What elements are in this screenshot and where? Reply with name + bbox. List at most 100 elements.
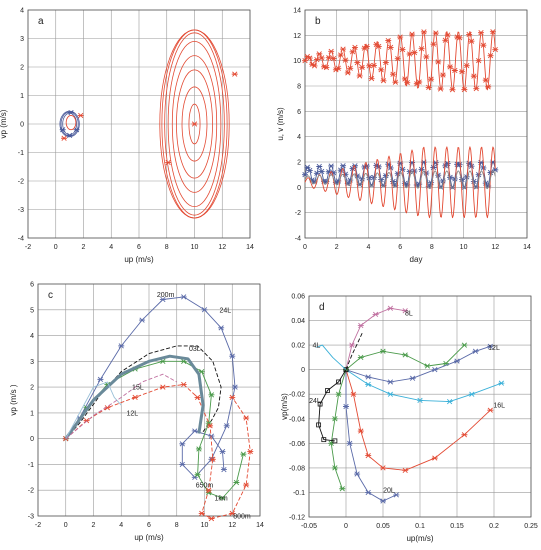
- series-loop: [188, 103, 201, 145]
- annotation-label: 24L: [309, 398, 321, 405]
- data-point: [318, 55, 325, 61]
- plot-frame: [27, 9, 251, 239]
- data-point: [328, 48, 335, 54]
- data-point: [409, 375, 416, 381]
- data-point: [208, 515, 215, 522]
- data-point: [229, 510, 236, 517]
- data-point: [165, 159, 172, 166]
- data-point: [247, 448, 254, 455]
- x-tick-label: 4: [109, 244, 113, 251]
- series-line: [318, 369, 347, 442]
- x-tick-label: 2: [335, 244, 339, 251]
- data-point: [399, 46, 406, 53]
- annotation-label: 8L: [405, 311, 413, 318]
- data-point: [354, 471, 361, 477]
- y-tick-label: -4: [295, 236, 301, 243]
- data-point: [380, 465, 386, 471]
- data-point: [365, 374, 372, 380]
- data-point: [304, 164, 311, 170]
- data-point: [468, 163, 475, 169]
- annotation-label: 03L: [189, 346, 201, 353]
- data-point: [313, 56, 320, 63]
- data-point: [195, 446, 202, 452]
- data-point: [342, 57, 349, 63]
- data-point: [449, 87, 456, 93]
- x-tick-label: 0.25: [524, 523, 538, 530]
- data-point: [424, 363, 431, 369]
- data-point: [340, 163, 347, 169]
- data-point: [313, 170, 320, 176]
- x-tick-label: 0: [303, 244, 307, 251]
- data-point: [397, 34, 404, 40]
- data-point: [498, 380, 505, 386]
- data-point: [344, 70, 351, 76]
- data-point: [387, 305, 394, 311]
- data-point: [132, 394, 139, 401]
- y-tick-label: 4: [20, 8, 24, 15]
- data-point: [478, 30, 485, 36]
- x-tick-label: 0: [64, 522, 68, 529]
- annotation-label: 16L: [493, 403, 505, 410]
- data-point: [423, 54, 430, 60]
- annotation-label: 200m: [157, 292, 175, 299]
- data-point: [139, 317, 146, 323]
- data-point: [325, 388, 330, 393]
- x-tick-label: 12: [218, 244, 226, 251]
- data-point: [432, 30, 439, 36]
- data-point: [306, 167, 313, 174]
- y-tick-label: -0.02: [289, 392, 305, 399]
- annotation-label: 12L: [488, 345, 500, 352]
- series-line: [304, 146, 496, 219]
- data-point: [330, 55, 337, 62]
- panel-d: -0.05 0 0.05 0.1 0.15 0.2 0.25 0.06 0.04 0.02 0 -0.…: [280, 294, 538, 544]
- y-tick-label: -2: [28, 488, 34, 495]
- y-tick-label: 0: [297, 185, 301, 192]
- y-tick-label: 2: [30, 385, 34, 392]
- annotation-label: 15L: [132, 385, 144, 392]
- y-tick-label: -1: [28, 462, 34, 469]
- y-tick-label: -3: [18, 207, 24, 214]
- data-point: [402, 308, 409, 314]
- y-tick-label: 0.06: [291, 294, 305, 301]
- data-point: [401, 76, 408, 82]
- x-tick-label: 10: [460, 244, 468, 251]
- data-point: [207, 423, 214, 429]
- series-line: [316, 344, 347, 371]
- annotation-label: 20L: [383, 487, 395, 494]
- data-point: [378, 67, 385, 73]
- series-line: [65, 360, 244, 499]
- data-point: [365, 452, 372, 459]
- data-point: [201, 307, 208, 313]
- y-tick-label: -0.06: [289, 441, 305, 448]
- y-tick-label: 1: [30, 410, 34, 417]
- series-line: [65, 345, 222, 439]
- x-tick-label: 12: [228, 522, 236, 529]
- data-point: [394, 56, 401, 62]
- y-tick-label: -4: [18, 236, 24, 243]
- y-tick-label: -0.1: [293, 490, 305, 497]
- data-point: [482, 77, 489, 83]
- data-point: [487, 343, 494, 349]
- data-point: [302, 58, 308, 64]
- y-tick-label: -0.08: [289, 465, 305, 472]
- data-point: [354, 59, 361, 66]
- data-point: [240, 451, 247, 457]
- data-point: [348, 342, 355, 348]
- data-point: [208, 433, 215, 439]
- series-loop: [167, 40, 222, 208]
- data-point: [420, 29, 427, 35]
- y-tick-label: 3: [30, 359, 34, 366]
- data-point: [489, 29, 496, 35]
- data-point: [191, 121, 198, 127]
- y-tick-label: 1: [20, 93, 24, 100]
- y-tick-label: -3: [28, 514, 34, 521]
- data-point: [205, 487, 212, 493]
- x-tick-label: -2: [25, 244, 31, 251]
- series-loop: [171, 55, 218, 193]
- data-point: [387, 44, 394, 51]
- series-line: [345, 369, 397, 502]
- panel-letter: d: [319, 302, 325, 313]
- x-tick-label: 2: [92, 522, 96, 529]
